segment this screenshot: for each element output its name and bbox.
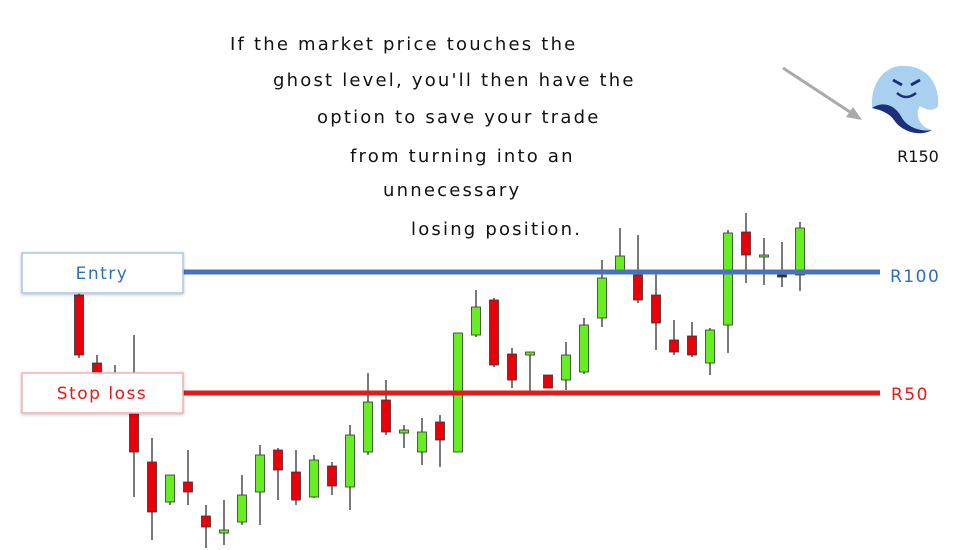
annotation-line: option to save your trade [317, 107, 600, 128]
stop-loss-box [21, 372, 184, 414]
annotation-line: ghost level, you'll then have the [273, 70, 636, 91]
candle-body [579, 324, 589, 373]
candle-body [489, 299, 499, 366]
stop-loss-label: Stop loss [57, 384, 147, 404]
stop-loss-price: R50 [891, 385, 929, 405]
candle-body [363, 401, 373, 453]
ghost-price: R150 [897, 147, 939, 166]
candle-body [561, 354, 571, 381]
candle-body [381, 399, 391, 433]
candle-body [417, 431, 427, 453]
candle-body [219, 529, 229, 534]
candle-body [723, 232, 733, 326]
ghost-icon [871, 65, 939, 134]
entry-price: R100 [890, 267, 940, 287]
candles [74, 213, 805, 548]
candle-body [651, 294, 661, 324]
candle-body [759, 254, 769, 258]
candle-body [525, 351, 535, 356]
candle-body [687, 335, 697, 356]
candle-body [705, 329, 715, 364]
candle-body [507, 353, 517, 381]
candle-body [543, 374, 553, 389]
annotation-line: unnecessary [383, 180, 521, 201]
candle-body [795, 227, 805, 276]
candle-body [777, 274, 787, 278]
candle-body [633, 274, 643, 301]
candle-body [309, 459, 319, 498]
candle-body [291, 471, 301, 501]
candle-body [255, 454, 265, 493]
candle-body [273, 449, 283, 471]
candle-body [669, 339, 679, 353]
candle-body [345, 434, 355, 488]
candle-body [435, 421, 445, 441]
candle-body [201, 515, 211, 528]
annotation-line: If the market price touches the [230, 34, 577, 55]
candle-body [165, 474, 175, 503]
candle-body [237, 494, 247, 523]
entry-label: Entry [76, 264, 129, 284]
entry-box [21, 252, 184, 294]
candle-body [183, 481, 193, 493]
candle-body [74, 294, 84, 356]
candle-body [399, 429, 409, 434]
annotation-line: losing position. [411, 219, 582, 240]
arrow [782, 66, 862, 120]
candle-body [327, 465, 337, 487]
candle-body [147, 461, 157, 513]
annotation-line: from turning into an [350, 146, 575, 167]
candle-body [741, 231, 751, 256]
candle-body [471, 306, 481, 336]
candle-body [597, 277, 607, 319]
